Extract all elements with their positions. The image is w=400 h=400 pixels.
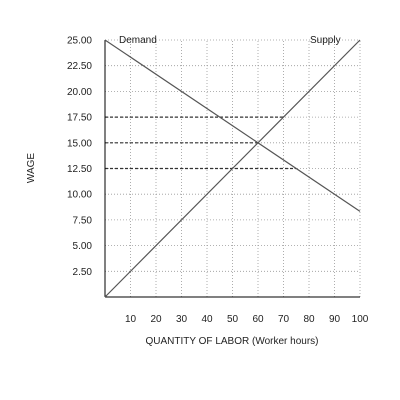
x-tick-label: 90 <box>329 314 341 325</box>
x-tick-label: 80 <box>303 314 315 325</box>
y-tick-label: 2.50 <box>73 267 93 278</box>
axes <box>104 40 360 298</box>
y-tick-label: 20.00 <box>67 87 92 98</box>
y-tick-label: 22.50 <box>67 61 92 72</box>
x-tick-label: 20 <box>150 314 162 325</box>
supply-line <box>104 39 361 298</box>
x-tick-label: 70 <box>278 314 290 325</box>
y-tick-label: 7.50 <box>73 215 93 226</box>
y-tick-label: 10.00 <box>67 190 92 201</box>
x-tick-labels: 10 20 30 40 50 60 70 80 90 100 <box>125 314 369 325</box>
demand-line <box>104 39 361 212</box>
y-tick-labels: 2.50 5.00 7.50 10.00 12.50 15.00 17.50 20.00 22.… <box>67 36 92 278</box>
demand-label: Demand <box>119 35 157 46</box>
x-tick-label: 100 <box>352 314 369 325</box>
y-tick-label: 17.50 <box>67 113 92 124</box>
y-axis-label: WAGE <box>26 153 37 184</box>
x-tick-label: 10 <box>125 314 137 325</box>
x-axis-label: QUANTITY OF LABOR (Worker hours) <box>146 336 319 347</box>
y-tick-label: 15.00 <box>67 138 92 149</box>
y-tick-label: 5.00 <box>73 241 93 252</box>
supply-label: Supply <box>310 35 341 46</box>
y-tick-label: 25.00 <box>67 36 92 47</box>
x-tick-label: 40 <box>201 314 213 325</box>
y-tick-label: 12.50 <box>67 164 92 175</box>
x-tick-label: 30 <box>176 314 188 325</box>
x-tick-label: 50 <box>227 314 239 325</box>
series-lines <box>104 39 361 298</box>
reference-lines <box>105 116 297 170</box>
x-tick-label: 60 <box>252 314 264 325</box>
